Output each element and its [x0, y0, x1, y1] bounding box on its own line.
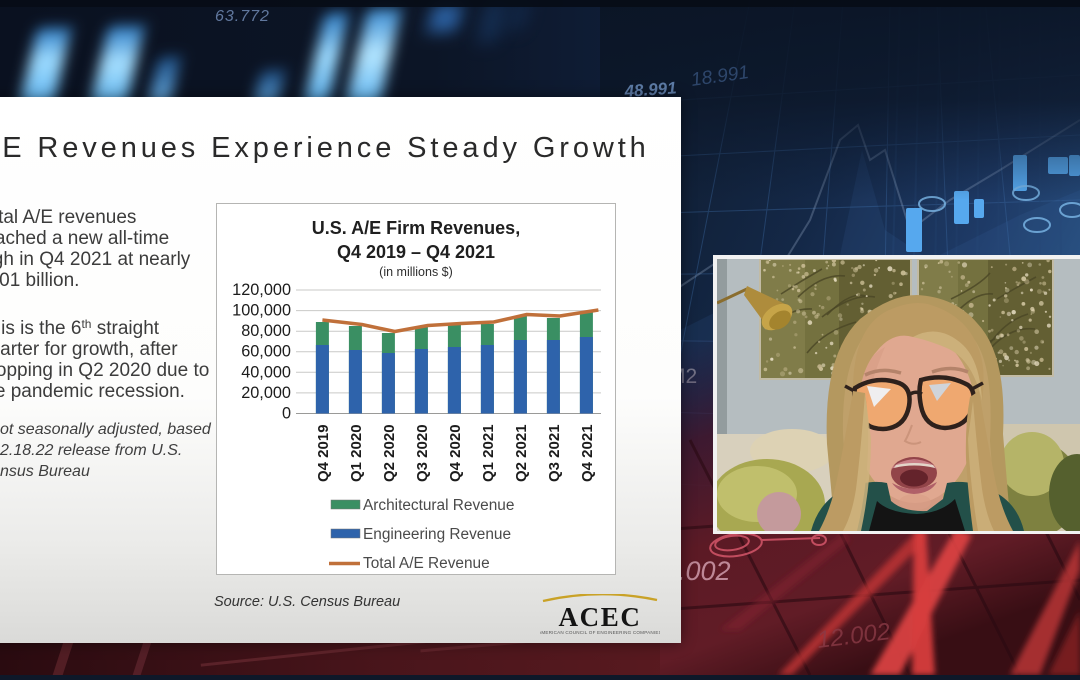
svg-text:60,000: 60,000 — [241, 343, 291, 361]
svg-text:Q1 2021: Q1 2021 — [480, 424, 497, 482]
svg-text:Q4 2019: Q4 2019 — [315, 424, 332, 482]
svg-text:Q2 2021: Q2 2021 — [513, 424, 530, 482]
svg-text:Total A/E Revenue: Total A/E Revenue — [363, 555, 490, 572]
svg-text:Q4 2021: Q4 2021 — [579, 424, 596, 482]
svg-text:Q3 2021: Q3 2021 — [546, 424, 563, 482]
svg-text:ACEC: ACEC — [559, 602, 642, 632]
svg-text:Q4 2020: Q4 2020 — [447, 424, 464, 482]
svg-text:Q4 2019 – Q4 2021: Q4 2019 – Q4 2021 — [337, 242, 495, 262]
svg-text:AMERICAN COUNCIL OF ENGINEERIN: AMERICAN COUNCIL OF ENGINEERING COMPANIE… — [540, 630, 660, 635]
svg-text:20,000: 20,000 — [241, 384, 291, 402]
svg-text:U.S. A/E Firm Revenues,: U.S. A/E Firm Revenues, — [312, 218, 520, 238]
svg-text:.002: .002 — [678, 556, 731, 586]
svg-text:100,000: 100,000 — [232, 302, 291, 320]
svg-text:Engineering Revenue: Engineering Revenue — [363, 526, 511, 543]
svg-text:80,000: 80,000 — [241, 322, 291, 340]
svg-text:120,000: 120,000 — [232, 281, 291, 299]
svg-text:Q2 2020: Q2 2020 — [381, 424, 398, 482]
svg-text:40,000: 40,000 — [241, 363, 291, 381]
svg-text:0: 0 — [282, 405, 291, 423]
svg-text:Q3 2020: Q3 2020 — [414, 424, 431, 482]
svg-text:(in millions $): (in millions $) — [379, 265, 453, 279]
svg-text:Q1 2020: Q1 2020 — [348, 424, 365, 482]
svg-text:Architectural Revenue: Architectural Revenue — [363, 497, 514, 514]
